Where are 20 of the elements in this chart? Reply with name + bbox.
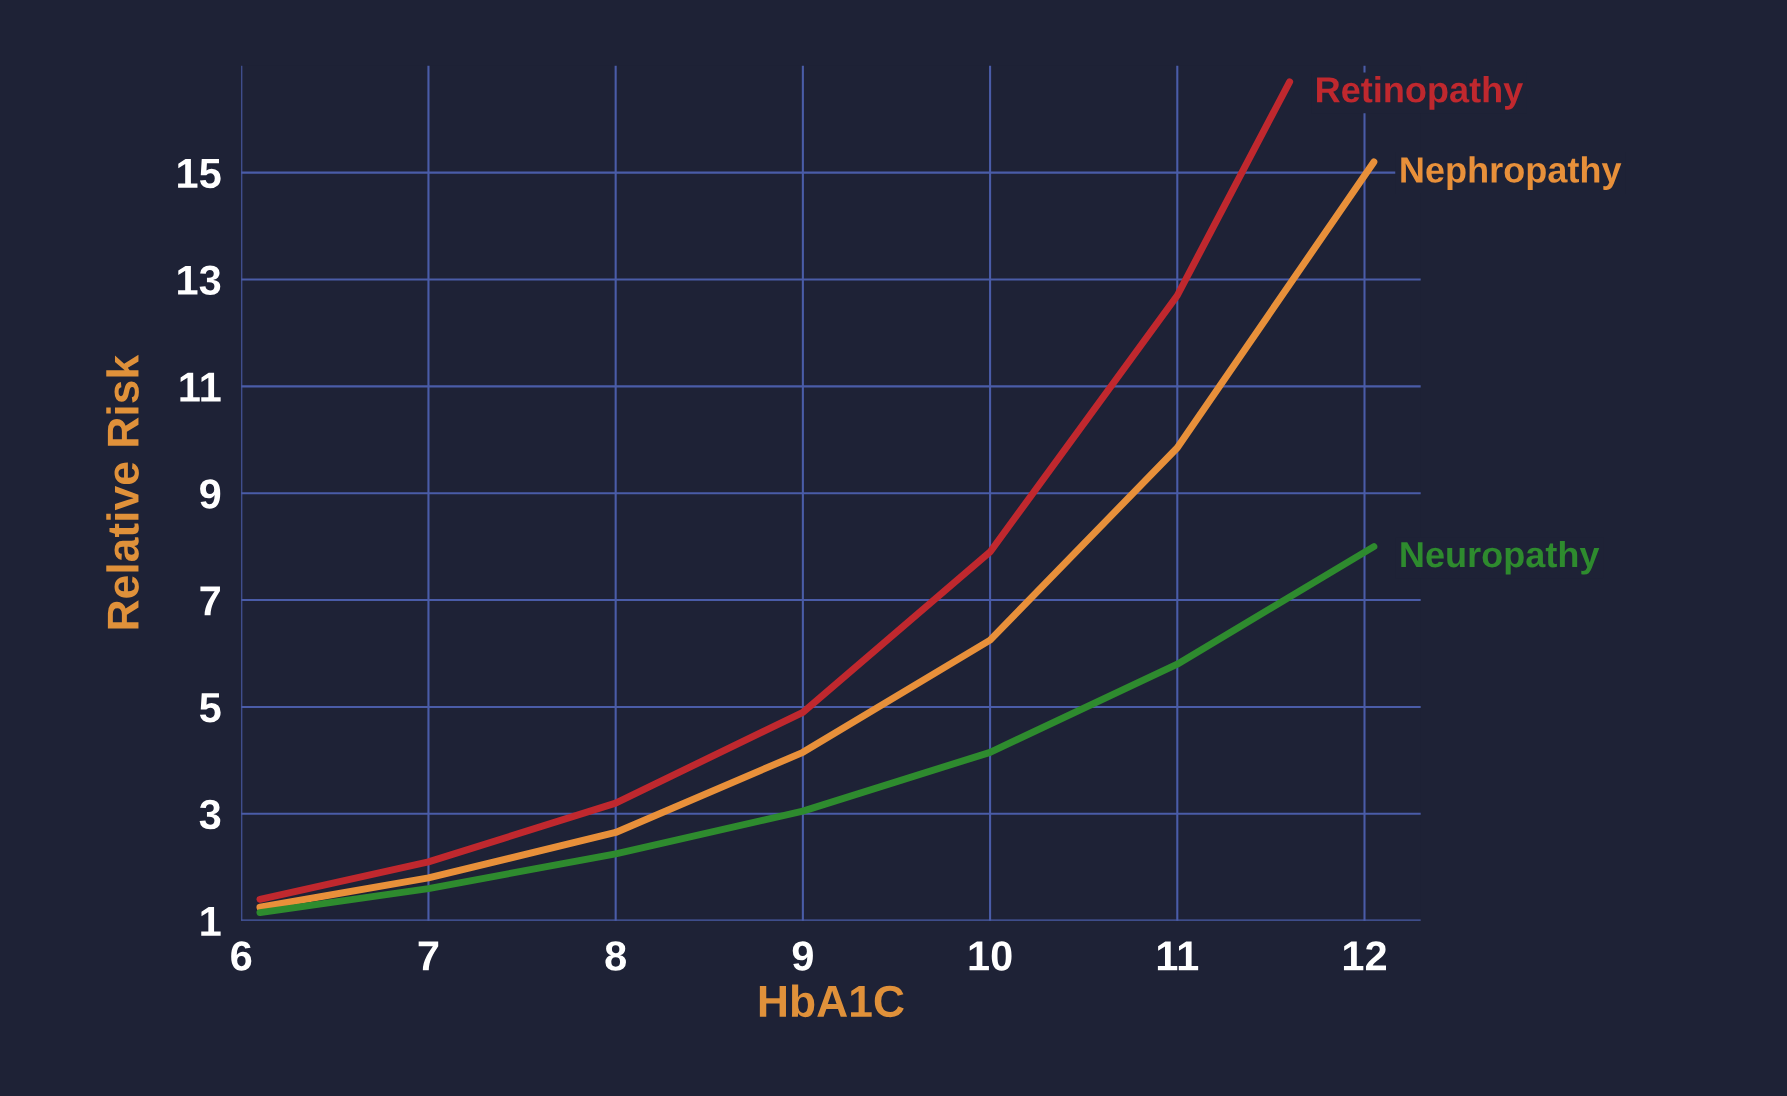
y-tick-label: 1 — [201, 907, 221, 936]
x-tick-label: 8 — [605, 941, 626, 971]
x-tick-label: 10 — [969, 941, 1012, 971]
y-tick-label: 7 — [200, 586, 220, 616]
y-tick-label: 3 — [199, 799, 221, 830]
y-tick-label: 13 — [178, 265, 221, 296]
x-tick-label: 6 — [231, 941, 252, 971]
y-tick-label: 5 — [199, 693, 221, 723]
y-tick-label: 9 — [200, 479, 221, 509]
x-tick-label: 9 — [792, 941, 813, 971]
x-axis-title: HbA1C — [759, 984, 904, 1018]
x-tick-label: 12 — [1343, 941, 1387, 971]
series-label: Retinopathy — [1317, 76, 1524, 110]
series-label: Neuropathy — [1401, 540, 1600, 575]
y-tick-label: 15 — [178, 159, 221, 189]
y-axis-title: Relative Risk — [106, 354, 139, 629]
x-tick-label: 7 — [418, 941, 439, 971]
x-tick-label: 11 — [1157, 941, 1199, 971]
series-label: Nephropathy — [1401, 156, 1622, 190]
y-tick-label: 11 — [180, 372, 221, 402]
